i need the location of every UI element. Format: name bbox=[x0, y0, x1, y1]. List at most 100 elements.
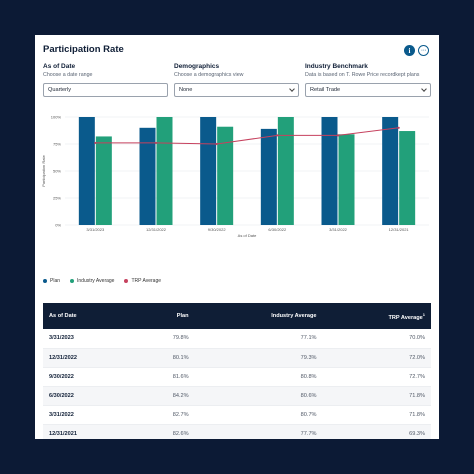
cell-plan: 79.8% bbox=[132, 329, 195, 349]
page-title: Participation Rate bbox=[43, 44, 124, 55]
legend-industry-label: Industry Average bbox=[77, 278, 115, 284]
footnote-marker: 1 bbox=[422, 311, 425, 317]
table-row: 9/30/2022 81.6% 80.8% 72.7% bbox=[43, 367, 431, 387]
legend-plan-label: Plan bbox=[50, 278, 61, 284]
cell-industry: 77.1% bbox=[194, 329, 323, 349]
x-tick-label: 12/31/2021 bbox=[389, 227, 410, 232]
industry-bar bbox=[95, 136, 112, 225]
cell-industry: 80.6% bbox=[194, 386, 323, 406]
cell-plan: 82.6% bbox=[132, 424, 195, 439]
info-icon[interactable]: i bbox=[404, 45, 415, 56]
plan-bar bbox=[260, 128, 277, 225]
plan-bar bbox=[139, 127, 156, 225]
y-tick-label: 25% bbox=[53, 196, 61, 201]
table-row: 12/31/2022 80.1% 79.3% 72.0% bbox=[43, 348, 431, 368]
industry-benchmark-label: Industry Benchmark bbox=[305, 63, 368, 70]
x-tick-label: 3/31/2022 bbox=[329, 227, 348, 232]
cell-plan: 80.1% bbox=[132, 348, 195, 368]
trp-average-point bbox=[94, 141, 97, 145]
demographics-value: None bbox=[179, 87, 193, 93]
chevron-down-icon bbox=[289, 85, 295, 92]
cell-date: 12/31/2021 bbox=[43, 424, 133, 439]
industry-benchmark-help: Data is based on T. Rowe Price recordkep… bbox=[305, 72, 420, 78]
x-tick-label: 6/30/2022 bbox=[268, 227, 287, 232]
y-axis-label: Participation Rate bbox=[41, 154, 46, 186]
trp-average-point bbox=[276, 134, 279, 137]
cell-date: 9/30/2022 bbox=[43, 367, 133, 387]
trp-average-point bbox=[397, 126, 400, 129]
date-range-value: Quarterly bbox=[48, 87, 72, 93]
table-row: 3/31/2022 82.7% 80.7% 71.8% bbox=[43, 405, 431, 425]
y-tick-label: 50% bbox=[53, 169, 61, 174]
x-axis-label: As of Date bbox=[238, 233, 257, 238]
plan-bar bbox=[382, 117, 399, 225]
legend-item-trp: TRP Average bbox=[124, 278, 161, 284]
chevron-down-icon bbox=[421, 85, 427, 92]
cell-industry: 80.8% bbox=[194, 367, 323, 387]
y-tick-label: 0% bbox=[55, 223, 61, 228]
industry-benchmark-value: Retail Trade bbox=[310, 87, 341, 93]
cell-trp: 72.0% bbox=[322, 348, 431, 368]
demographics-control: Demographics Choose a demographics view bbox=[174, 63, 244, 78]
industry-bar bbox=[277, 117, 294, 225]
cell-date: 3/31/2022 bbox=[43, 405, 133, 425]
cell-trp: 70.0% bbox=[322, 329, 431, 349]
col-header-trp[interactable]: TRP Average1 bbox=[322, 303, 431, 329]
table-body: 3/31/2023 79.8% 77.1% 70.0% 12/31/2022 80.1% 7… bbox=[43, 329, 431, 439]
table-row: 12/31/2021 82.6% 77.7% 69.3% bbox=[43, 424, 431, 439]
cell-trp: 69.3% bbox=[322, 424, 431, 439]
cell-trp: 71.8% bbox=[322, 386, 431, 406]
industry-benchmark-control: Industry Benchmark Data is based on T. R… bbox=[305, 63, 419, 78]
cell-trp: 71.8% bbox=[322, 405, 431, 425]
participation-chart: 100% 75% 50% 25% 0% Participation Rate 3/31/20… bbox=[41, 115, 429, 238]
x-tick-label: 12/31/2022 bbox=[146, 227, 167, 232]
y-tick-label: 75% bbox=[53, 142, 61, 147]
col-header-date[interactable]: As of Date bbox=[43, 303, 133, 329]
industry-swatch bbox=[70, 279, 75, 283]
x-tick-label: 9/30/2022 bbox=[208, 227, 227, 232]
plan-bar bbox=[321, 117, 338, 225]
industry-benchmark-select[interactable]: Retail Trade bbox=[305, 83, 431, 97]
col-header-industry[interactable]: Industry Average bbox=[194, 303, 323, 329]
participation-table: As of Date Plan Industry Average TRP Ave… bbox=[43, 303, 431, 439]
legend-trp-label: TRP Average bbox=[131, 278, 162, 284]
table-header-row: As of Date Plan Industry Average TRP Ave… bbox=[43, 303, 431, 329]
legend-item-plan: Plan bbox=[43, 278, 60, 284]
table-row: 6/30/2022 84.2% 80.6% 71.8% bbox=[43, 386, 431, 406]
trp-average-point bbox=[154, 141, 158, 145]
industry-bar bbox=[217, 126, 234, 225]
table-row: 3/31/2023 79.8% 77.1% 70.0% bbox=[43, 329, 431, 349]
cell-trp: 72.7% bbox=[322, 367, 431, 387]
cell-plan: 82.7% bbox=[132, 405, 195, 425]
demographics-label: Demographics bbox=[174, 63, 220, 70]
industry-bar bbox=[399, 131, 416, 225]
trp-average-line bbox=[95, 127, 399, 145]
cell-date: 6/30/2022 bbox=[43, 386, 133, 406]
col-header-trp-label: TRP Average bbox=[388, 314, 423, 321]
as-of-date-label: As of Date bbox=[43, 63, 76, 70]
as-of-date-help: Choose a date range bbox=[43, 72, 93, 78]
demographics-select[interactable]: None bbox=[174, 83, 299, 97]
date-range-select[interactable]: Quarterly bbox=[43, 83, 168, 97]
cell-industry: 77.7% bbox=[194, 424, 323, 439]
x-tick-label: 3/31/2023 bbox=[86, 227, 105, 232]
cell-date: 3/31/2023 bbox=[43, 329, 133, 349]
trp-average-point bbox=[336, 134, 340, 137]
plan-bar bbox=[78, 117, 95, 225]
cell-plan: 84.2% bbox=[132, 386, 195, 406]
as-of-date-control: As of Date Choose a date range bbox=[43, 63, 92, 78]
trp-swatch bbox=[124, 279, 129, 283]
legend-item-industry: Industry Average bbox=[70, 278, 114, 284]
more-options-icon[interactable]: ··· bbox=[418, 45, 429, 56]
plan-swatch bbox=[43, 279, 47, 283]
trp-average-point bbox=[215, 142, 218, 146]
cell-industry: 79.3% bbox=[194, 348, 323, 368]
chart-legend: Plan Industry Average TRP Average bbox=[43, 278, 161, 284]
cell-date: 12/31/2022 bbox=[43, 348, 133, 368]
y-tick-label: 100% bbox=[51, 115, 62, 120]
col-header-plan[interactable]: Plan bbox=[132, 303, 195, 329]
cell-industry: 80.7% bbox=[194, 405, 323, 425]
industry-bar bbox=[338, 134, 355, 225]
participation-rate-card: Participation Rate i ··· As of Date Choo… bbox=[35, 35, 439, 439]
demographics-help: Choose a demographics view bbox=[174, 72, 244, 78]
